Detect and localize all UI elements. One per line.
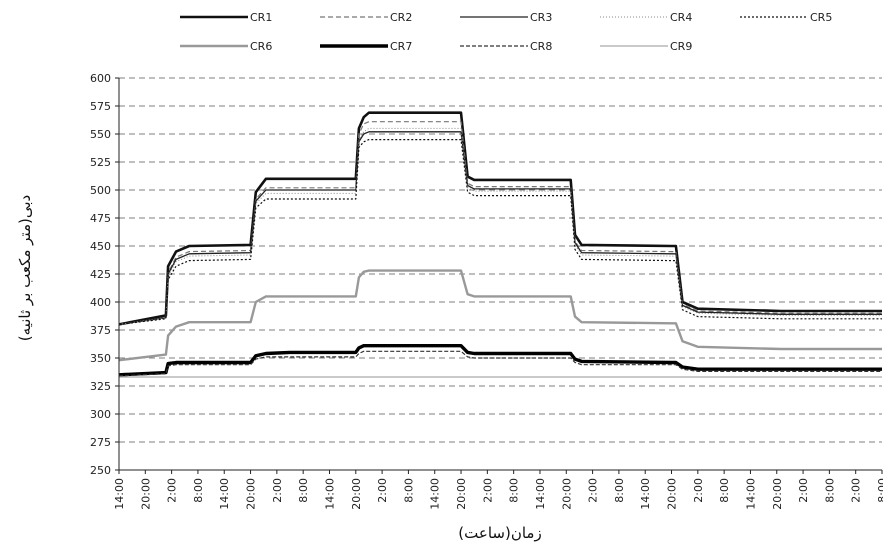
series-line-cr5 — [118, 139, 882, 325]
x-tick-label: 20:00 — [666, 478, 679, 510]
y-tick-label: 375 — [90, 324, 111, 337]
series-lines — [118, 111, 882, 378]
y-tick-label: 275 — [90, 436, 111, 449]
x-tick-label: 20:00 — [455, 478, 468, 510]
x-tick-label: 20:00 — [771, 478, 784, 510]
x-tick-label: 14:00 — [429, 478, 442, 510]
x-tick-label: 2:00 — [376, 478, 389, 503]
y-tick-label: 450 — [90, 240, 111, 253]
legend-label-cr3: CR3 — [530, 11, 552, 24]
x-tick-label: 2:00 — [166, 478, 179, 503]
series-line-cr7 — [118, 344, 882, 377]
x-tick-label: 14:00 — [744, 478, 757, 510]
x-tick-label: 20:00 — [139, 478, 152, 510]
x-tick-label: 8:00 — [876, 478, 883, 503]
y-tick-label: 575 — [90, 100, 111, 113]
x-tick-label: 20:00 — [245, 478, 258, 510]
y-tick-label: 550 — [90, 128, 111, 141]
legend-label-cr9: CR9 — [670, 40, 692, 53]
legend-label-cr8: CR8 — [530, 40, 552, 53]
series-line-cr2 — [118, 121, 882, 325]
x-tick-label: 2:00 — [797, 478, 810, 503]
x-tick-label: 8:00 — [823, 478, 836, 503]
x-tick-label: 14:00 — [534, 478, 547, 510]
x-tick-label: 20:00 — [350, 478, 363, 510]
x-tick-label: 8:00 — [192, 478, 205, 503]
x-tick-label: 8:00 — [613, 478, 626, 503]
x-tick-label: 20:00 — [560, 478, 573, 510]
legend-label-cr4: CR4 — [670, 11, 692, 24]
y-tick-label: 500 — [90, 184, 111, 197]
x-tick-label: 2:00 — [587, 478, 600, 503]
x-tick-label: 2:00 — [692, 478, 705, 503]
grid — [119, 77, 882, 443]
legend: CR1 CR2 CR3 CR4 CR5 CR6 CR7 CR8 CR9 — [180, 11, 832, 53]
series-line-cr6 — [118, 269, 882, 362]
y-tick-label: 300 — [90, 408, 111, 421]
x-tick-label: 2:00 — [481, 478, 494, 503]
x-tick-label: 2:00 — [850, 478, 863, 503]
x-tick-label: 14:00 — [218, 478, 231, 510]
legend-label-cr7: CR7 — [390, 40, 412, 53]
x-tick-label: 14:00 — [323, 478, 336, 510]
x-ticks: 14:00 20:00 2:00 8:00 14:00 20:00 2:00 8:00 14:0… — [113, 470, 883, 510]
y-tick-label: 600 — [90, 72, 111, 85]
series-line-cr4 — [118, 127, 882, 325]
x-tick-label: 2:00 — [271, 478, 284, 503]
y-tick-label: 425 — [90, 268, 111, 281]
series-line-cr3 — [118, 131, 882, 326]
y-tick-label: 350 — [90, 352, 111, 365]
x-axis-title: زمان(ساعت) — [458, 524, 541, 542]
series-line-cr1 — [118, 111, 882, 326]
y-tick-label: 400 — [90, 296, 111, 309]
x-tick-label: 8:00 — [402, 478, 415, 503]
legend-label-cr5: CR5 — [810, 11, 832, 24]
y-tick-label: 475 — [90, 212, 111, 225]
legend-label-cr2: CR2 — [390, 11, 412, 24]
x-tick-label: 14:00 — [639, 478, 652, 510]
y-tick-label: 525 — [90, 156, 111, 169]
y-ticks: 250 275 300 325 350 375 400 425 450 475 500 525 550 5… — [90, 72, 119, 477]
legend-label-cr1: CR1 — [250, 11, 272, 24]
y-tick-label: 325 — [90, 380, 111, 393]
y-axis-title: دبی(متر مکعب بر ثانیه) — [16, 195, 34, 341]
x-tick-label: 8:00 — [297, 478, 310, 503]
x-tick-label: 14:00 — [113, 478, 126, 510]
y-tick-label: 250 — [90, 464, 111, 477]
legend-label-cr6: CR6 — [250, 40, 272, 53]
x-tick-label: 8:00 — [508, 478, 521, 503]
x-tick-label: 8:00 — [718, 478, 731, 503]
series-line-cr8 — [118, 350, 882, 377]
